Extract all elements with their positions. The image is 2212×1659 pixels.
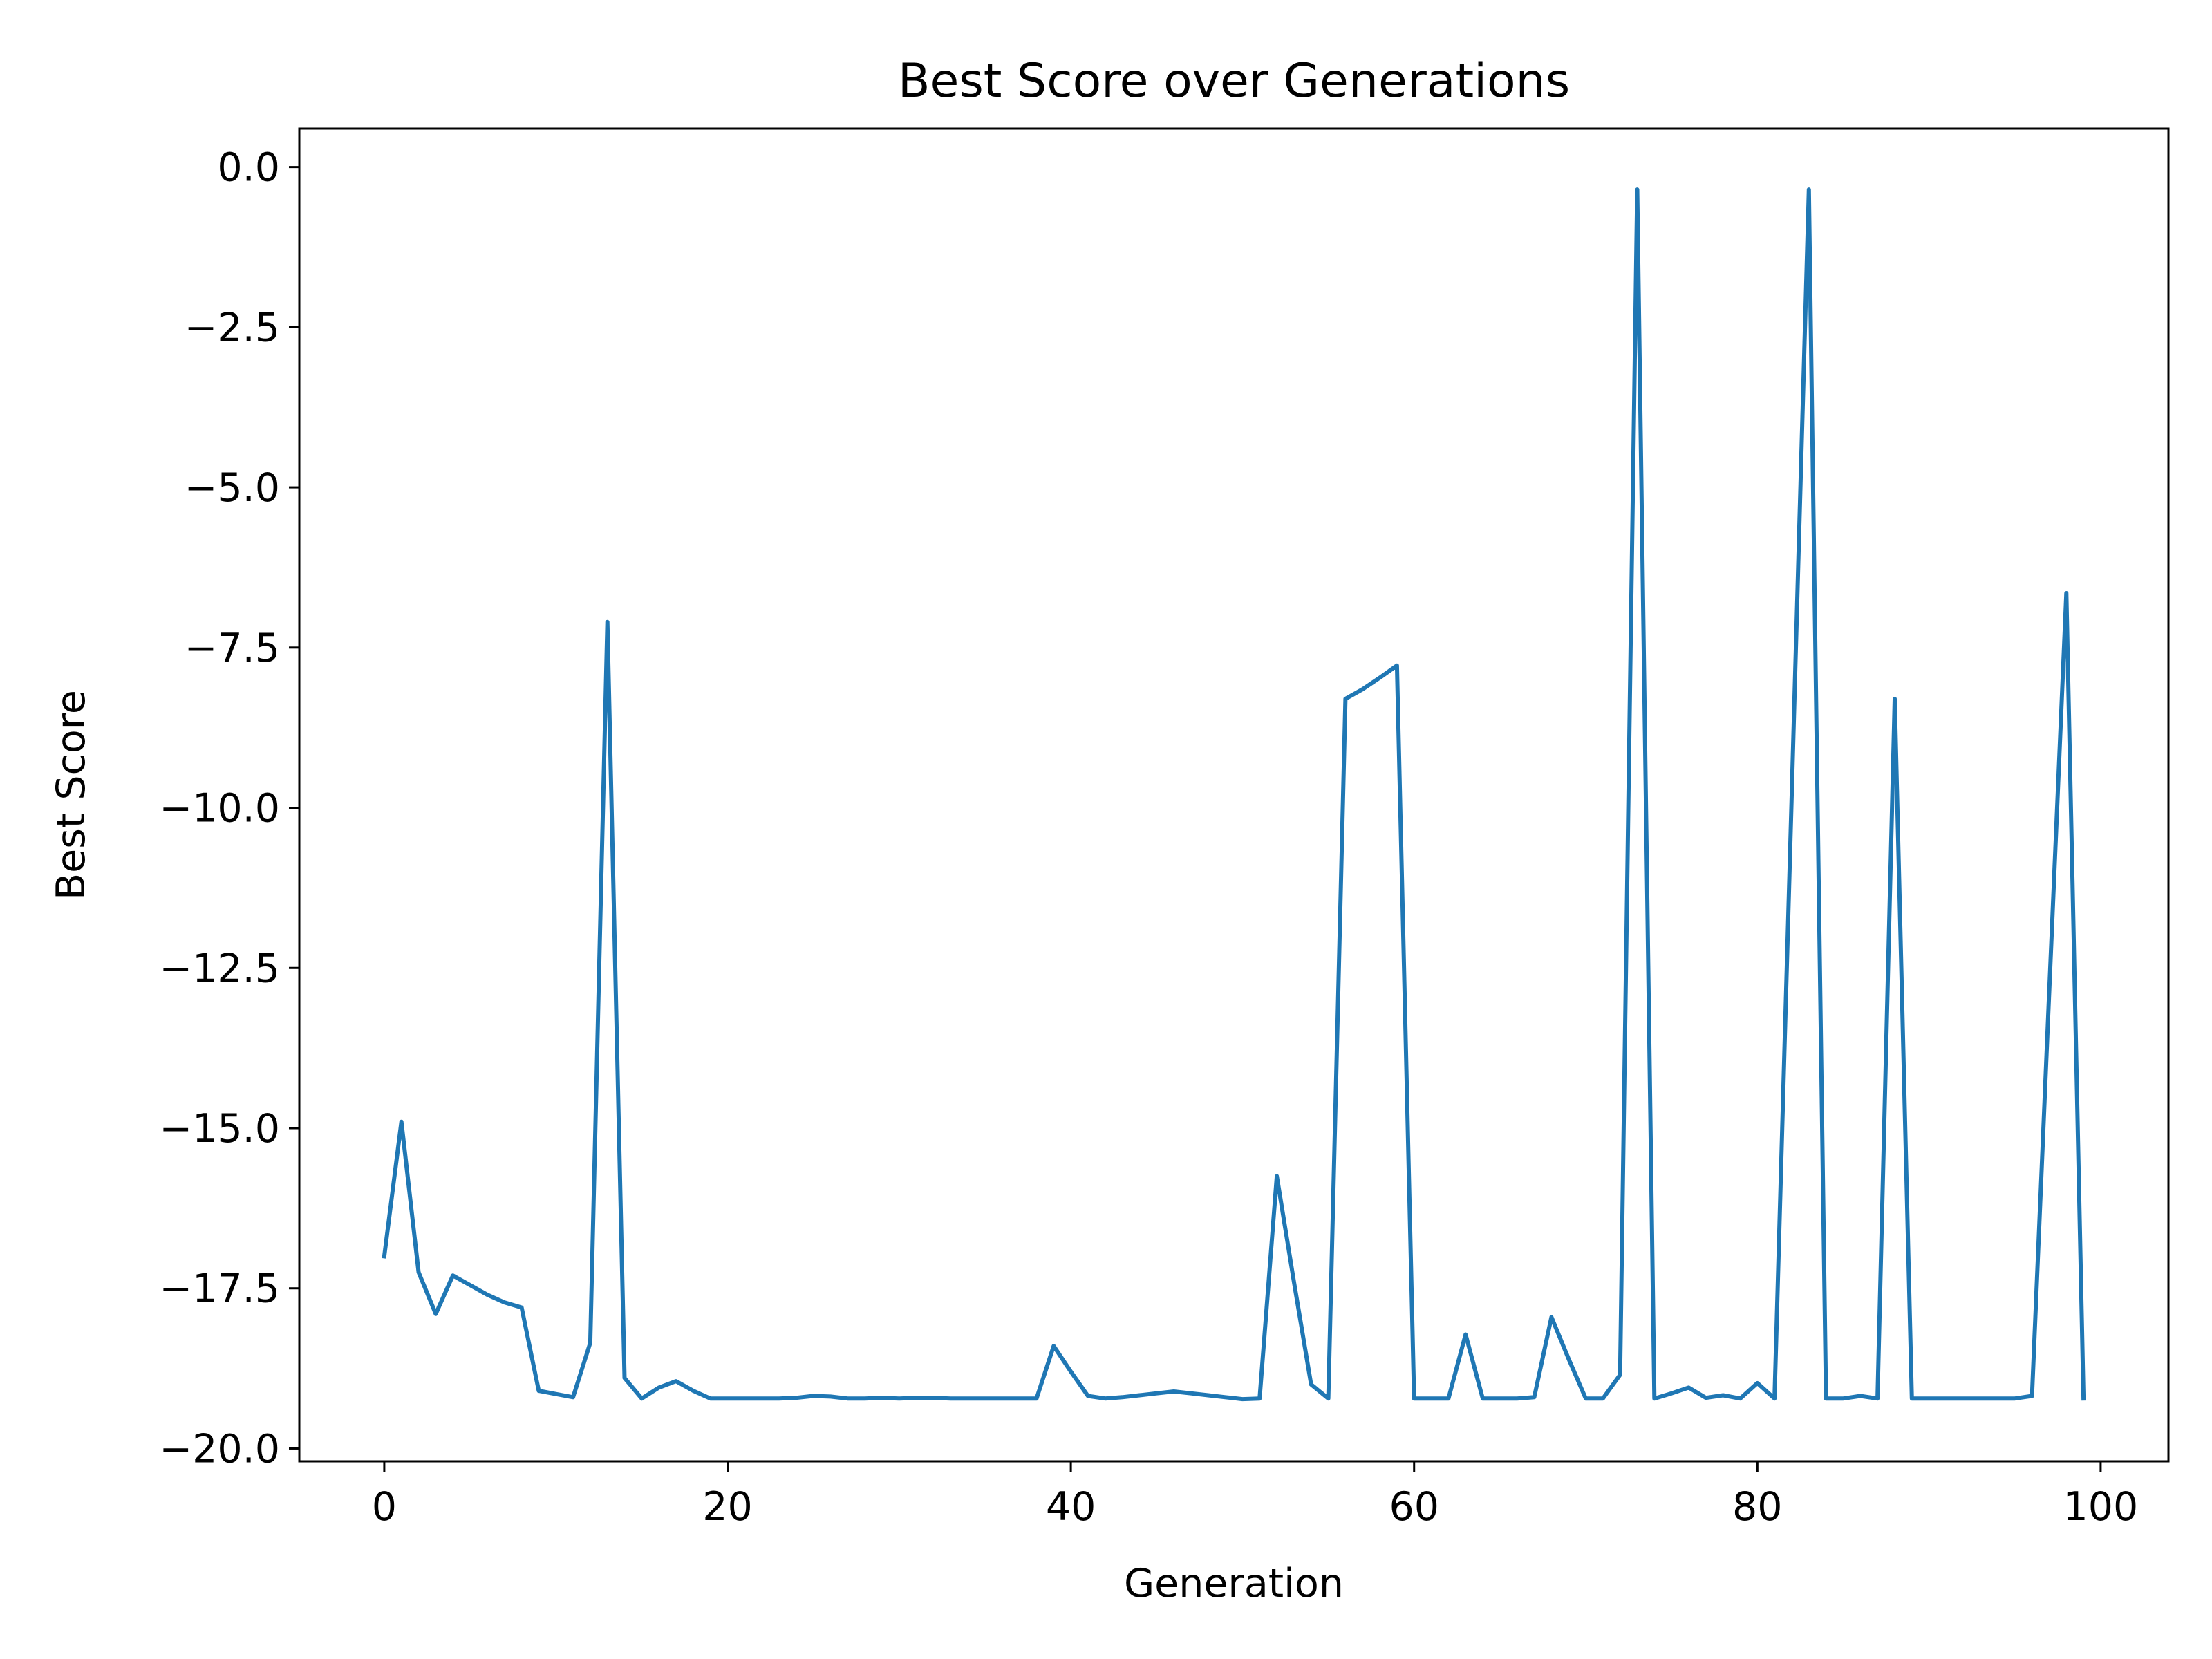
- y-tick-label: −10.0: [159, 786, 280, 832]
- y-tick-label: −2.5: [185, 305, 280, 350]
- y-axis-label: Best Score: [48, 690, 94, 900]
- y-tick-label: −20.0: [159, 1426, 280, 1472]
- x-tick-label: 80: [1732, 1484, 1783, 1530]
- x-tick-label: 0: [372, 1484, 397, 1530]
- y-axis: 0.0 −2.5 −5.0 −7.5 −10.0 −12.5 −15.0 −17.5 −20.0: [159, 145, 299, 1472]
- plot-area: [298, 127, 2170, 1463]
- chart-title: Best Score over Generations: [898, 54, 1570, 109]
- x-tick-label: 20: [702, 1484, 753, 1530]
- y-tick-label: −7.5: [185, 626, 280, 671]
- x-axis: 0 20 40 60 80 100: [372, 1461, 2139, 1530]
- y-tick-label: −5.0: [185, 465, 280, 511]
- y-tick-label: −17.5: [159, 1266, 280, 1312]
- x-axis-label: Generation: [1124, 1561, 1344, 1606]
- plot-frame: [298, 127, 2170, 1463]
- x-tick-label: 60: [1389, 1484, 1439, 1530]
- series-line-0: [382, 187, 2086, 1402]
- x-tick-label: 40: [1046, 1484, 1096, 1530]
- x-tick-label: 100: [2063, 1484, 2139, 1530]
- y-tick-label: −15.0: [159, 1106, 280, 1152]
- y-tick-label: 0.0: [217, 145, 280, 191]
- y-tick-label: −12.5: [159, 946, 280, 991]
